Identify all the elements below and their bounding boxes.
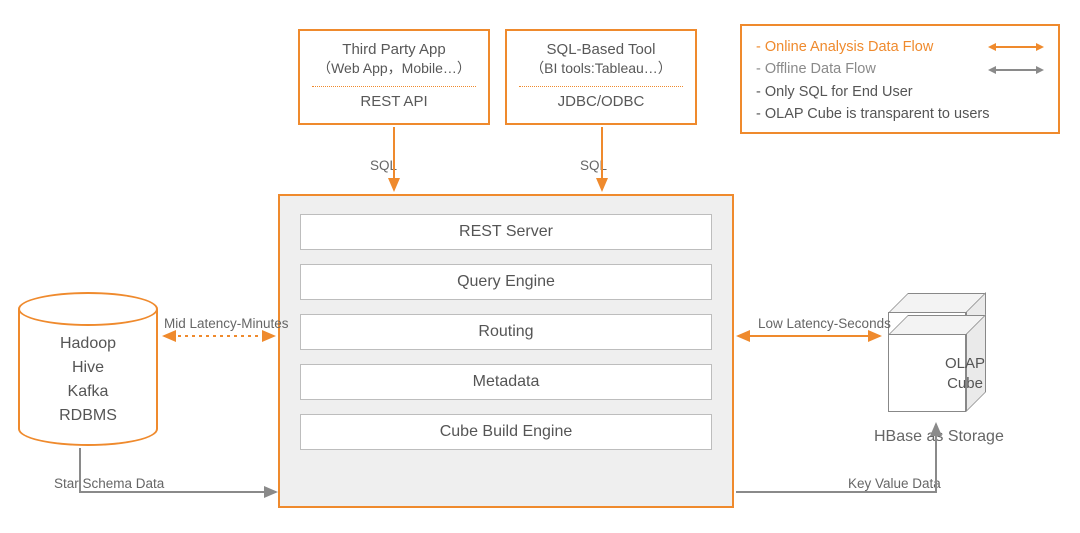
legend-label: Offline Data Flow (765, 61, 876, 77)
legend-item: - Only SQL for End User (756, 81, 1044, 103)
layer-metadata: Metadata (300, 364, 712, 400)
double-arrow-icon (988, 40, 1044, 54)
layer-rest-server: REST Server (300, 214, 712, 250)
datasource-item: Kafka (18, 380, 158, 404)
legend-item: - Online Analysis Data Flow (756, 36, 1044, 58)
layer-cube-build: Cube Build Engine (300, 414, 712, 450)
sql-label: SQL (370, 158, 397, 173)
hbase-label: HBase as Storage (874, 428, 1004, 446)
legend-label: Only SQL for End User (765, 84, 913, 100)
sql-label: SQL (580, 158, 607, 173)
client-api: JDBC/ODBC (515, 93, 687, 110)
client-title: SQL-Based Tool (515, 41, 687, 58)
legend-item: - Offline Data Flow (756, 58, 1044, 80)
client-title: Third Party App (308, 41, 480, 58)
client-box-sql-tool: SQL-Based Tool （BI tools:Tableau…） JDBC/… (505, 29, 697, 125)
divider (312, 86, 476, 87)
double-arrow-icon (988, 63, 1044, 77)
client-box-third-party: Third Party App （Web App，Mobile…） REST A… (298, 29, 490, 125)
client-subtitle: （Web App，Mobile…） (308, 58, 480, 78)
layer-routing: Routing (300, 314, 712, 350)
layer-query-engine: Query Engine (300, 264, 712, 300)
low-latency-label: Low Latency-Seconds (758, 316, 891, 331)
core-panel: REST Server Query Engine Routing Metadat… (278, 194, 734, 508)
olap-cube-label: OLAP Cube (930, 354, 1000, 395)
client-subtitle: （BI tools:Tableau…） (515, 58, 687, 78)
mid-latency-label: Mid Latency-Minutes (164, 316, 289, 331)
divider (519, 86, 683, 87)
legend-label: OLAP Cube is transparent to users (765, 106, 990, 122)
datasource-item: RDBMS (18, 404, 158, 428)
datasource-item: Hadoop (18, 332, 158, 356)
key-value-label: Key Value Data (848, 476, 941, 491)
datasource-list: Hadoop Hive Kafka RDBMS (18, 332, 158, 428)
legend: - Online Analysis Data Flow - Offline Da… (740, 24, 1060, 134)
datasource-cylinder: Hadoop Hive Kafka RDBMS (18, 292, 158, 446)
star-schema-label: Star Schema Data (54, 476, 164, 491)
datasource-item: Hive (18, 356, 158, 380)
client-api: REST API (308, 93, 480, 110)
legend-label: Online Analysis Data Flow (765, 39, 933, 55)
legend-item: - OLAP Cube is transparent to users (756, 103, 1044, 125)
